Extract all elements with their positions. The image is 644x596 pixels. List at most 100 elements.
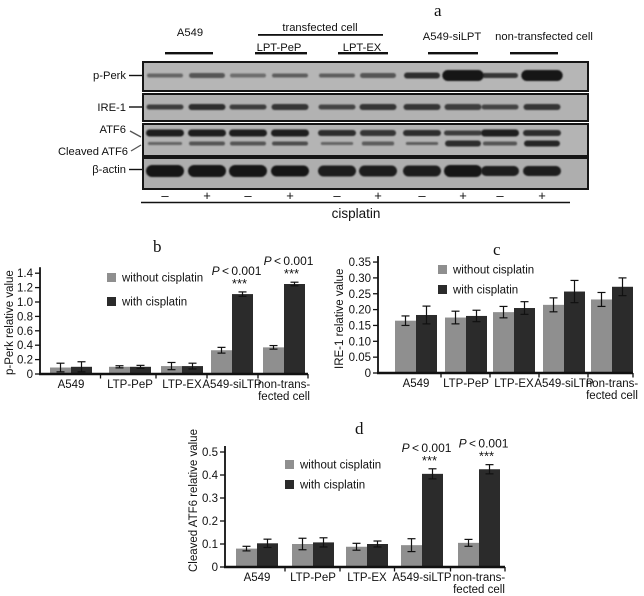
blot-band bbox=[359, 130, 397, 136]
legend-label: with cisplatin bbox=[452, 285, 518, 297]
row-label-b-actin: β-actin bbox=[92, 164, 126, 176]
row-label-cleaved-atf6: Cleaved ATF6 bbox=[58, 146, 128, 158]
y-tick-label: 1.0 bbox=[17, 297, 33, 309]
blot-band bbox=[359, 165, 397, 177]
y-tick-label: 1.4 bbox=[17, 268, 34, 280]
y-tick-label: 0 bbox=[365, 368, 371, 380]
bar-without-cisplatin bbox=[445, 317, 466, 373]
x-category-label: fected cell bbox=[586, 390, 638, 402]
blot-band bbox=[271, 104, 309, 110]
cisplatin-minus-sign: – bbox=[496, 188, 504, 203]
blot-band bbox=[230, 141, 266, 146]
blot-band bbox=[188, 165, 226, 177]
significance-stars: *** bbox=[284, 266, 299, 281]
y-tick-label: 0.6 bbox=[17, 326, 33, 338]
bar-without-cisplatin bbox=[211, 350, 232, 374]
significance-stars: *** bbox=[232, 276, 247, 291]
label-connector bbox=[129, 130, 142, 138]
blot-box bbox=[142, 123, 589, 157]
y-tick-label: 0.5 bbox=[202, 447, 218, 459]
legend-label: without cisplatin bbox=[121, 273, 203, 285]
blot-band bbox=[405, 142, 439, 145]
blot-band bbox=[230, 73, 266, 78]
y-tick-label: 0.30 bbox=[349, 273, 371, 285]
legend-swatch bbox=[107, 297, 116, 306]
legend-swatch bbox=[285, 480, 294, 489]
x-category-label: fected cell bbox=[453, 584, 505, 596]
x-category-label: A549-siLTP bbox=[392, 572, 452, 584]
blot-band bbox=[445, 140, 481, 147]
x-category-label: non-trans- bbox=[453, 572, 506, 584]
blot-band bbox=[146, 129, 184, 137]
blot-band bbox=[272, 141, 308, 146]
cisplatin-plus-sign: + bbox=[538, 188, 546, 203]
bar-without-cisplatin bbox=[493, 312, 514, 373]
lane-underline bbox=[510, 52, 558, 55]
p-value-label: P < 0.001 bbox=[459, 437, 509, 451]
blot-band bbox=[521, 70, 563, 81]
row-label-p-perk: p-Perk bbox=[93, 70, 126, 82]
blot-band bbox=[318, 104, 356, 110]
group-label-transfected-cell: transfected cell bbox=[282, 22, 357, 34]
y-axis-label-cleaved-atf6: Cleaved ATF6 relative value bbox=[188, 429, 200, 572]
chart-p-perk: A549 LTP-PeP LTP-EX A549-siLTPnon-trans-fec… bbox=[17, 254, 314, 403]
lane-underline bbox=[428, 52, 478, 55]
legend-label: with cisplatin bbox=[299, 480, 365, 492]
group-label-lpt-pep: LPT-PeP bbox=[257, 42, 302, 54]
x-category-label: LTP-EX bbox=[494, 378, 534, 390]
blot-band bbox=[481, 104, 519, 110]
bar-without-cisplatin bbox=[346, 546, 367, 567]
bar-with-cisplatin bbox=[422, 473, 443, 567]
blot-band bbox=[320, 142, 354, 145]
blot-band bbox=[319, 73, 355, 78]
row-label-atf6: ATF6 bbox=[99, 124, 126, 136]
x-category-label: non-trans- bbox=[586, 378, 639, 390]
blot-band bbox=[481, 129, 519, 137]
p-value-label: P < 0.001 bbox=[264, 254, 314, 268]
label-connector bbox=[130, 144, 142, 152]
blot-band bbox=[523, 104, 561, 110]
bar-with-cisplatin bbox=[479, 469, 500, 567]
chart-cleaved-atf6: A549 LTP-PeP LTP-EX A549-siLTP non-trans-fec… bbox=[202, 437, 509, 596]
bar-with-cisplatin bbox=[130, 366, 151, 374]
x-category-label: A549 bbox=[244, 572, 271, 584]
row-label-ire1: IRE-1 bbox=[97, 102, 126, 114]
bar-without-cisplatin bbox=[292, 544, 313, 567]
x-category-label: non-trans- bbox=[258, 379, 311, 391]
y-tick-label: 0.8 bbox=[17, 311, 33, 323]
y-tick-label: 0.25 bbox=[349, 289, 371, 301]
blot-band bbox=[444, 104, 482, 110]
lane-underline bbox=[165, 52, 213, 55]
bar-without-cisplatin bbox=[401, 545, 422, 567]
blot-band bbox=[146, 165, 184, 177]
cisplatin-minus-sign: – bbox=[333, 188, 341, 203]
legend-swatch bbox=[107, 273, 116, 282]
x-category-label: A549-siLTP bbox=[534, 378, 594, 390]
blot-band bbox=[444, 130, 482, 136]
legend-swatch bbox=[285, 460, 294, 469]
x-category-label: LTP-PeP bbox=[290, 572, 336, 584]
bar-with-cisplatin bbox=[232, 294, 253, 374]
blot-band bbox=[147, 142, 183, 145]
blot-band bbox=[404, 72, 440, 79]
legend-label: without cisplatin bbox=[452, 265, 534, 277]
cisplatin-plus-sign: + bbox=[374, 188, 382, 203]
blot-band bbox=[482, 141, 518, 146]
cisplatin-label: cisplatin bbox=[332, 206, 381, 221]
bar-with-cisplatin bbox=[564, 291, 585, 373]
blot-band bbox=[229, 129, 267, 137]
y-tick-label: 0.05 bbox=[349, 352, 371, 364]
y-axis-label-p-perk: p-Perk relative value bbox=[4, 270, 16, 375]
blot-band bbox=[147, 73, 183, 78]
blot-band bbox=[189, 73, 225, 78]
bar-with-cisplatin bbox=[612, 286, 633, 373]
blot-band bbox=[523, 130, 561, 136]
x-category-label: A549-siLTP bbox=[202, 379, 262, 391]
p-value-label: P < 0.001 bbox=[212, 264, 262, 278]
panel-letter-c: c bbox=[493, 240, 501, 259]
bar-without-cisplatin bbox=[263, 347, 284, 374]
blot-band bbox=[146, 104, 184, 110]
blot-band bbox=[318, 130, 356, 136]
cisplatin-minus-sign: – bbox=[244, 188, 252, 203]
